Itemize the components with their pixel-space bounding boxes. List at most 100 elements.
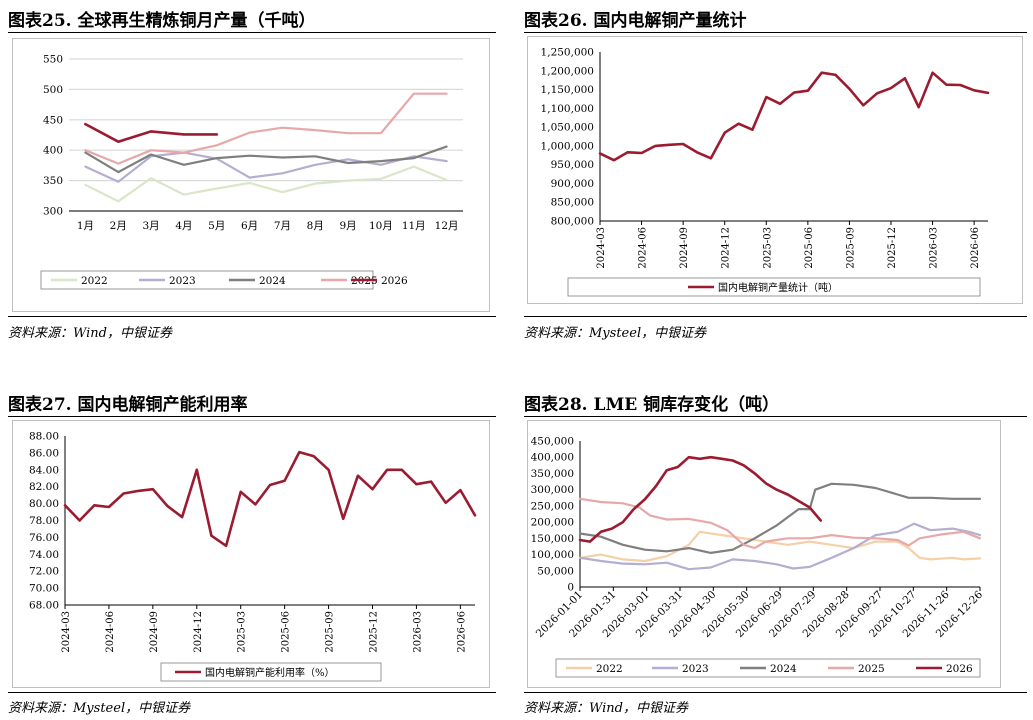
fig25-xtick-label: 6月: [241, 220, 258, 232]
fig27-ytick-label: 88.00: [29, 431, 59, 443]
fig25-legend-label: 2026: [381, 275, 408, 287]
fig27-xtick-label: 2025-12: [369, 611, 380, 653]
fig25-xtick-label: 10月: [369, 220, 393, 232]
fig28-ytick-label: 0: [567, 582, 574, 594]
fig26-legend-box: [567, 277, 981, 297]
fig27-xtick-label: 2024-03: [61, 611, 72, 653]
fig25-xtick-label: 12月: [435, 220, 459, 232]
fig25-ytick-label: 300: [43, 206, 63, 218]
fig28-bottom-rule: [524, 692, 1027, 693]
fig26-ytick-label: 1,000,000: [541, 140, 594, 152]
fig26-source: 资料来源：Mysteel，中银证券: [524, 326, 707, 341]
fig25-bottom-rule: [8, 316, 496, 317]
fig28-ytick-label: 400,000: [531, 452, 574, 464]
fig26-ytick-label: 1,150,000: [541, 84, 594, 96]
fig27-legend-box: [160, 662, 382, 682]
fig25-xtick-label: 8月: [307, 220, 324, 232]
fig26-ytick-label: 1,050,000: [541, 122, 594, 134]
fig25-chart: 300 350 400 450 500 550 1月 2月 3月 4月 5月 6月 7月 8月 9月 10月 1…: [40, 54, 463, 290]
fig25-xtick-label: 1月: [77, 220, 94, 232]
fig26-ytick-label: 1,250,000: [541, 47, 594, 59]
fig28-legend-label: 2025: [858, 663, 885, 675]
fig26-ytick-label: 800,000: [551, 216, 594, 228]
fig27-series-line: [63, 450, 477, 548]
fig25-series-line: [84, 165, 448, 203]
fig27-heading: 图表27. 国内电解铜产能利用率: [8, 395, 248, 415]
fig27-ytick-label: 68.00: [29, 600, 59, 612]
fig26-xtick-label: 2025-09: [845, 227, 856, 269]
fig25-ytick-label: 450: [43, 114, 63, 126]
fig26-xtick-label: 2024-03: [596, 227, 607, 269]
fig26-series-line: [598, 71, 990, 162]
fig26-frame: 800,000 850,000 900,000 950,000 1,000,000 1,0…: [527, 36, 1023, 304]
fig25-xtick-label: 9月: [339, 220, 356, 232]
fig28-ytick-label: 300,000: [531, 484, 574, 496]
fig25-source: 资料来源：Wind，中银证券: [8, 326, 172, 341]
fig26-ytick-label: 900,000: [551, 178, 594, 190]
fig25-xtick-label: 11月: [402, 220, 426, 232]
fig25-series-line: [84, 92, 448, 165]
fig26-xtick-label: 2025-06: [804, 227, 815, 269]
fig28-ytick-label: 50,000: [537, 565, 574, 577]
fig26-ytick-label: 1,100,000: [541, 103, 594, 115]
fig25-heading: 图表25. 全球再生精炼铜月产量（千吨）: [8, 11, 316, 31]
fig26-xtick-label: 2025-03: [762, 227, 773, 269]
fig27-bottom-rule: [8, 692, 496, 693]
fig26-ytick-label: 950,000: [551, 159, 594, 171]
fig25-series-line: [84, 151, 448, 183]
fig27-ytick-label: 80.00: [29, 498, 59, 510]
fig26-legend-label: 国内电解铜产量统计（吨）: [718, 281, 838, 294]
fig27-frame: 68.00 70.00 72.00 74.00 76.00 78.00 80.00 82.00…: [12, 420, 490, 688]
fig28-frame: 0 50,000 100,000 150,000 200,000 250,000 300,0…: [527, 420, 1001, 688]
fig28-ytick-label: 100,000: [531, 549, 574, 561]
fig27-ytick-label: 84.00: [29, 464, 59, 476]
fig26-heading: 图表26. 国内电解铜产量统计: [524, 11, 747, 31]
fig28-ytick-label: 450,000: [531, 436, 574, 448]
fig27-ytick-label: 76.00: [29, 532, 59, 544]
fig27-xtick-label: 2026-06: [456, 611, 467, 653]
fig25-xtick-label: 4月: [175, 220, 192, 232]
fig28-legend-label: 2026: [946, 663, 973, 675]
fig25-xtick-label: 2月: [110, 220, 127, 232]
fig28-legend-label: 2024: [770, 663, 797, 675]
fig26-xtick-label: 2024-09: [679, 227, 690, 269]
fig25-xtick-label: 3月: [142, 220, 159, 232]
fig25-xtick-label: 5月: [208, 220, 225, 232]
fig26-rule: [524, 32, 1027, 33]
fig25-series-line: [84, 145, 448, 174]
fig25-legend-label: 2024: [259, 275, 286, 287]
fig28-series-line: [578, 522, 982, 571]
fig27-ytick-label: 72.00: [29, 566, 59, 578]
fig25-legend-label: 2023: [169, 275, 196, 287]
fig28-ytick-label: 350,000: [531, 468, 574, 480]
fig28-heading: 图表28. LME 铜库存变化（吨）: [524, 395, 780, 415]
fig25-xtick-label: 7月: [274, 220, 291, 232]
fig27-source: 资料来源：Mysteel，中银证券: [8, 701, 191, 716]
fig26-xtick-label: 2024-12: [721, 227, 732, 269]
fig25-series-line: [84, 122, 219, 143]
fig25-ytick-label: 550: [43, 54, 63, 66]
fig27-ytick-label: 78.00: [29, 515, 59, 527]
fig27-ytick-label: 86.00: [29, 447, 59, 459]
fig27-rule: [8, 416, 496, 417]
fig25-legend-label: 2022: [81, 275, 108, 287]
fig27-xtick-label: 2024-09: [149, 611, 160, 653]
fig27-xtick-label: 2025-03: [237, 611, 248, 653]
fig28-legend-label: 2022: [596, 663, 623, 675]
fig26-xtick-label: 2026-03: [929, 227, 940, 269]
fig27-xtick-label: 2025-06: [281, 611, 292, 653]
fig25-ytick-label: 500: [43, 84, 63, 96]
fig26-chart: 800,000 850,000 900,000 950,000 1,000,000 1,0…: [541, 47, 990, 297]
fig28-series-line: [578, 497, 982, 550]
fig27-xtick-label: 2025-09: [325, 611, 336, 653]
fig28-ytick-label: 250,000: [531, 500, 574, 512]
fig26-bottom-rule: [524, 316, 1027, 317]
fig27-ytick-label: 74.00: [29, 549, 59, 561]
fig28-series-line: [578, 482, 982, 554]
fig28-ytick-label: 200,000: [531, 517, 574, 529]
fig27-xtick-label: 2026-03: [412, 611, 423, 653]
fig28-legend-label: 2023: [682, 663, 709, 675]
fig27-chart: 68.00 70.00 72.00 74.00 76.00 78.00 80.00 82.00…: [29, 431, 477, 682]
fig26-ytick-label: 1,200,000: [541, 65, 594, 77]
fig27-xtick-label: 2024-12: [193, 611, 204, 653]
